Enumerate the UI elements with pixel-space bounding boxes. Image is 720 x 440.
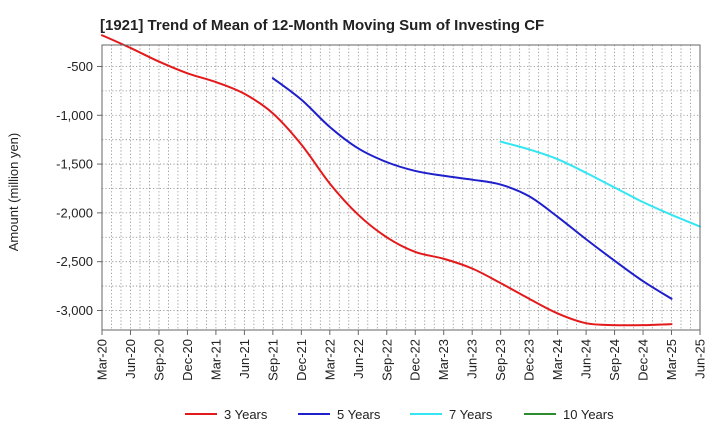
x-tick-label: Sep-22 <box>379 339 394 381</box>
y-tick-label: -1,000 <box>56 108 93 123</box>
x-tick-label: Sep-23 <box>493 339 508 381</box>
plot-frame <box>101 44 701 331</box>
y-axis-ticks: -500 -1,000 -1,500 -2,000 -2,500 -3,000 <box>56 59 102 318</box>
x-tick-label: Dec-23 <box>522 339 537 381</box>
x-tick-label: Jun-22 <box>351 339 366 379</box>
x-tick-label: Sep-24 <box>607 339 622 381</box>
x-tick-label: Sep-21 <box>265 339 280 381</box>
legend: 3 Years 5 Years 7 Years 10 Years <box>185 407 614 422</box>
x-tick-label: Mar-24 <box>550 339 565 380</box>
series-line-7-years <box>499 140 701 228</box>
series-line-5-years <box>271 77 673 300</box>
x-tick-label: Mar-23 <box>436 339 451 380</box>
legend-label-10-years: 10 Years <box>563 407 614 422</box>
y-tick-label: -2,000 <box>56 205 93 220</box>
x-tick-label: Mar-20 <box>95 339 110 380</box>
y-tick-label: -2,500 <box>56 254 93 269</box>
x-tick-label: Jun-24 <box>579 339 594 379</box>
y-tick-label: -1,500 <box>56 157 93 172</box>
legend-label-5-years: 5 Years <box>337 407 381 422</box>
legend-label-3-years: 3 Years <box>224 407 268 422</box>
y-tick-label: -3,000 <box>56 303 93 318</box>
x-tick-label: Mar-22 <box>322 339 337 380</box>
x-axis-ticks: Mar-20 Jun-20 Sep-20 Dec-20 Mar-21 Jun-21 Sep-… <box>95 330 708 381</box>
x-tick-label: Dec-21 <box>294 339 309 381</box>
y-tick-label: -500 <box>67 59 93 74</box>
x-tick-label: Dec-22 <box>408 339 423 381</box>
series-lines <box>101 34 701 327</box>
x-tick-label: Dec-20 <box>180 339 195 381</box>
x-tick-label: Mar-25 <box>664 339 679 380</box>
y-axis-label: Amount (million yen) <box>6 133 21 252</box>
x-tick-label: Jun-21 <box>237 339 252 379</box>
x-tick-label: Jun-20 <box>123 339 138 379</box>
x-tick-label: Dec-24 <box>636 339 651 381</box>
series-line-3-years <box>101 34 673 327</box>
legend-label-7-years: 7 Years <box>449 407 493 422</box>
x-tick-label: Sep-20 <box>151 339 166 381</box>
chart-title: [1921] Trend of Mean of 12-Month Moving … <box>100 17 544 34</box>
x-tick-label: Jun-25 <box>693 339 708 379</box>
x-tick-label: Mar-21 <box>208 339 223 380</box>
x-tick-label: Jun-23 <box>465 339 480 379</box>
grid-lines <box>102 45 700 330</box>
